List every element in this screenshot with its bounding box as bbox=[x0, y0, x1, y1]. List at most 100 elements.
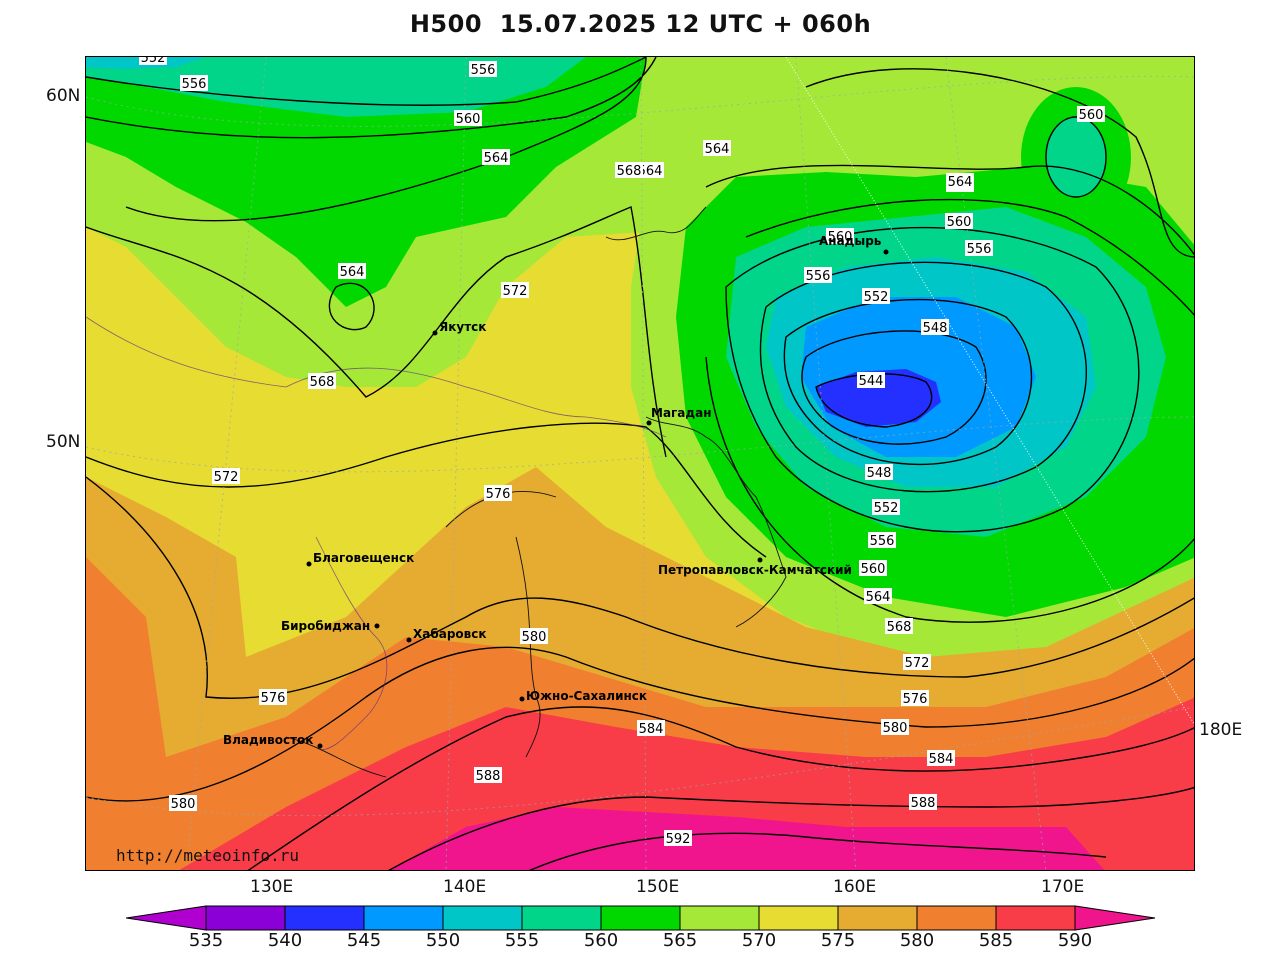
isohypses bbox=[86, 57, 1194, 870]
contour-label-text: 556 bbox=[967, 242, 992, 257]
colorbar-tick-label: 585 bbox=[978, 930, 1014, 951]
city-label: Петропавловск-Камчатский bbox=[658, 563, 852, 577]
city-label: Хабаровск bbox=[413, 627, 487, 641]
city-label: Владивосток bbox=[223, 733, 313, 747]
contour-label-text: 560 bbox=[828, 230, 853, 245]
contour-label-text: 588 bbox=[911, 796, 936, 811]
source-url: http://meteoinfo.ru bbox=[116, 846, 300, 865]
contour-label: 564 bbox=[338, 263, 366, 280]
colorbar-arrow-high bbox=[1074, 905, 1156, 931]
chart-title: H500 15.07.2025 12 UTC + 060h bbox=[409, 10, 872, 38]
colorbar-tick-label: 565 bbox=[662, 930, 698, 951]
colorbar-tick-label: 580 bbox=[899, 930, 935, 951]
contour-label-text: 552 bbox=[874, 501, 899, 516]
contour-label: 560 bbox=[826, 228, 854, 245]
city-markers: Якутск Магадан Анадырь Благовещенск Биробидж… bbox=[223, 234, 889, 749]
contour-label: 556 bbox=[469, 61, 497, 78]
contour-label: 572 bbox=[501, 282, 529, 299]
colorbar-tick-label: 570 bbox=[741, 930, 777, 951]
contour-label: 552 bbox=[139, 57, 167, 66]
contour-label-text: 568 bbox=[887, 620, 912, 635]
contour-label: 580 bbox=[169, 795, 197, 812]
contour-label-text: 564 bbox=[866, 590, 891, 605]
band-590 bbox=[179, 697, 1194, 870]
city-marker bbox=[406, 637, 412, 643]
contour-label-text: 556 bbox=[870, 534, 895, 549]
contour-label-text: 592 bbox=[666, 832, 691, 847]
band-560-north bbox=[86, 57, 586, 117]
contour-label-text: 568 bbox=[310, 375, 335, 390]
contour-label: 548 bbox=[921, 319, 949, 336]
contour-label: 592 bbox=[664, 830, 692, 847]
colorbar-cell bbox=[758, 905, 839, 931]
colorbar-tick-label: 540 bbox=[267, 930, 303, 951]
colorbar-cell bbox=[363, 905, 444, 931]
city-label: Южно-Сахалинск bbox=[526, 689, 647, 703]
colorbar-cell bbox=[679, 905, 760, 931]
contour-labels: 5525565565605645685645645645685725685725… bbox=[139, 57, 1105, 847]
colorbar-cell bbox=[995, 905, 1076, 931]
lon-label-160e: 160E bbox=[833, 877, 877, 897]
city-marker bbox=[519, 696, 525, 702]
colorbar-cell bbox=[442, 905, 523, 931]
lat-label-50n: 50N bbox=[46, 432, 81, 452]
lon-label-170e: 170E bbox=[1041, 877, 1085, 897]
colorbar-cells bbox=[126, 905, 1156, 931]
borders bbox=[86, 316, 667, 750]
contour-label-text: 584 bbox=[639, 722, 664, 737]
contour-label-text: 556 bbox=[806, 269, 831, 284]
contour-label-text: 568 bbox=[617, 164, 642, 179]
colorbar-tick-label: 550 bbox=[425, 930, 461, 951]
city-label: Магадан bbox=[651, 406, 712, 420]
colorbar-tick-label: 545 bbox=[346, 930, 382, 951]
contour-label-text: 588 bbox=[476, 769, 501, 784]
colorbar-arrow-low bbox=[126, 905, 207, 931]
colorbar bbox=[126, 905, 1156, 931]
contour-label-text: 560 bbox=[1079, 108, 1104, 123]
lon-label-140e: 140E bbox=[443, 877, 487, 897]
contour-label-text: 564 bbox=[705, 142, 730, 157]
contour-label: 560 bbox=[454, 110, 482, 127]
contour-label-text: 576 bbox=[486, 487, 511, 502]
contour-label: 560 bbox=[859, 560, 887, 577]
city-marker bbox=[432, 330, 438, 336]
height-field-map: 5525565565605645685645645645685725685725… bbox=[86, 57, 1194, 870]
colorbar-cell bbox=[600, 905, 681, 931]
contour-label: 552 bbox=[872, 499, 900, 516]
contour-label: 564 bbox=[864, 588, 892, 605]
contour-label: 584 bbox=[927, 750, 955, 767]
contour-label: 560 bbox=[1077, 106, 1105, 123]
contour-label-text: 564 bbox=[948, 175, 973, 190]
contour-label: 576 bbox=[901, 690, 929, 707]
contour-label: 580 bbox=[881, 719, 909, 736]
colorbar-cell bbox=[837, 905, 918, 931]
contour-label-text: 556 bbox=[471, 63, 496, 78]
coastline bbox=[285, 206, 787, 778]
contour-label-text: 544 bbox=[859, 374, 884, 389]
city-marker bbox=[646, 420, 652, 426]
lat-label-60n: 60N bbox=[46, 86, 81, 106]
contour-label: 576 bbox=[259, 689, 287, 706]
contour-label: 548 bbox=[865, 464, 893, 481]
contour-label-text: 564 bbox=[340, 265, 365, 280]
contour-label-text: 556 bbox=[182, 77, 207, 92]
contour-label-text: 584 bbox=[929, 752, 954, 767]
band-545-low bbox=[816, 369, 941, 427]
colorbar-cell bbox=[205, 905, 286, 931]
lon-label-180e: 180E bbox=[1199, 720, 1243, 740]
contour-label-text: 580 bbox=[883, 721, 908, 736]
band-595 bbox=[389, 807, 1105, 870]
contour-label-text: 580 bbox=[522, 630, 547, 645]
graticule bbox=[86, 57, 1194, 870]
contour-label: 556 bbox=[965, 240, 993, 257]
band-565-north bbox=[86, 57, 646, 307]
city-marker bbox=[306, 561, 312, 567]
contour-label-text: 576 bbox=[903, 692, 928, 707]
colorbar-cell bbox=[284, 905, 365, 931]
contour-label: 584 bbox=[637, 720, 665, 737]
city-marker bbox=[374, 623, 380, 629]
city-label: Анадырь bbox=[819, 234, 882, 248]
contour-label: 564 bbox=[946, 173, 974, 190]
contour-label: 556 bbox=[868, 532, 896, 549]
colorbar-tick-label: 575 bbox=[820, 930, 856, 951]
